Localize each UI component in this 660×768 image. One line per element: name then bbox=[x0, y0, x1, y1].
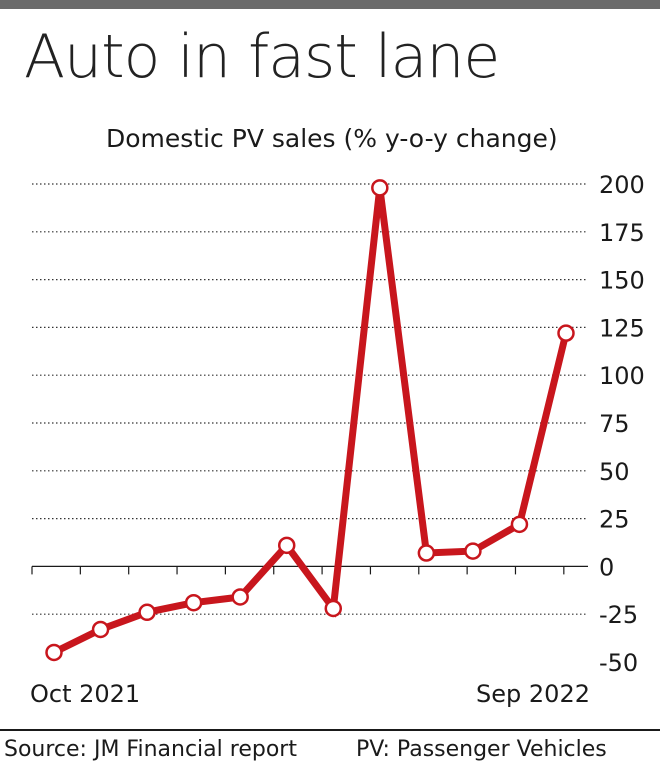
y-tick-label: 75 bbox=[599, 410, 630, 438]
y-tick-label: 175 bbox=[599, 219, 645, 247]
abbreviation-note: PV: Passenger Vehicles bbox=[356, 737, 607, 762]
footer-divider bbox=[0, 729, 660, 731]
data-point bbox=[557, 324, 575, 342]
data-point bbox=[184, 593, 203, 612]
y-tick-label: 25 bbox=[599, 506, 630, 534]
data-point bbox=[417, 544, 436, 562]
data-point bbox=[464, 542, 482, 560]
x-tick-label: Sep 2022 bbox=[476, 680, 590, 708]
y-tick-label: 150 bbox=[599, 267, 645, 295]
x-tick-label: Oct 2021 bbox=[30, 680, 140, 708]
data-point bbox=[231, 588, 249, 606]
y-tick-label: 100 bbox=[599, 362, 645, 390]
source-note: Source: JM Financial report bbox=[4, 737, 297, 762]
y-tick-label: -25 bbox=[599, 601, 638, 629]
data-point bbox=[510, 515, 529, 534]
data-point bbox=[45, 643, 63, 662]
data-point bbox=[371, 179, 389, 197]
y-tick-label: -50 bbox=[599, 649, 638, 677]
y-tick-label: 50 bbox=[599, 458, 630, 486]
y-tick-label: 125 bbox=[599, 314, 645, 342]
data-point bbox=[138, 603, 156, 622]
y-tick-label: 0 bbox=[599, 553, 614, 581]
series-line bbox=[50, 187, 570, 656]
chart-title: Auto in fast lane bbox=[24, 22, 500, 92]
data-point bbox=[277, 536, 296, 555]
data-point bbox=[91, 620, 110, 639]
chart-subtitle: Domestic PV sales (% y-o-y change) bbox=[106, 124, 558, 153]
data-point bbox=[324, 599, 343, 618]
line-chart: 200 175 150 125 100 75 50 25 0 -25 -50 Oct 2021 Sep … bbox=[30, 171, 645, 708]
top-bar bbox=[0, 0, 660, 9]
y-tick-label: 200 bbox=[599, 171, 645, 199]
